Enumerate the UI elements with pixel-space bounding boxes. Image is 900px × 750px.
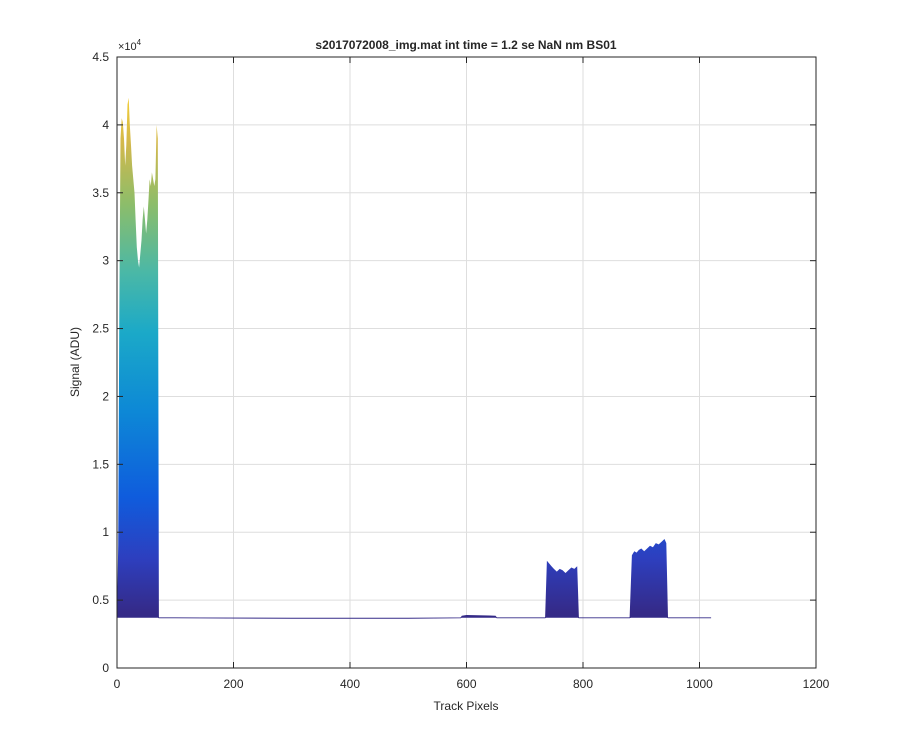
x-tick-label: 200 [223, 677, 243, 691]
y-tick-label: 1.5 [92, 457, 109, 471]
baseline-trace [117, 616, 712, 619]
y-tick-label: 1 [102, 525, 109, 539]
y-axis-ticks: 0 0.5 1 1.5 2 2.5 3 3.5 4 4.5 [92, 50, 816, 675]
y-tick-label: 2 [102, 389, 109, 403]
x-tick-label: 0 [114, 677, 121, 691]
y-tick-label: 0.5 [92, 593, 109, 607]
y-tick-label: 3 [102, 254, 109, 268]
y-tick-label: 3.5 [92, 186, 109, 200]
signal-area-series [117, 97, 712, 619]
y-tick-label: 4 [102, 118, 109, 132]
grid-lines [117, 57, 816, 668]
chart-title: s2017072008_img.mat int time = 1.2 se Na… [315, 38, 616, 52]
x-tick-label: 600 [456, 677, 476, 691]
y-axis-label: Signal (ADU) [68, 327, 82, 397]
y-tick-label: 2.5 [92, 322, 109, 336]
y-tick-label: 4.5 [92, 50, 109, 64]
x-tick-label: 800 [573, 677, 593, 691]
y-axis-exponent: ×104 [118, 38, 142, 53]
x-tick-label: 1000 [686, 677, 713, 691]
x-tick-label: 1200 [803, 677, 830, 691]
x-axis-ticks: 0 200 400 600 800 1000 1200 [114, 57, 830, 691]
x-axis-label: Track Pixels [434, 699, 499, 713]
x-tick-label: 400 [340, 677, 360, 691]
y-tick-label: 0 [102, 661, 109, 675]
